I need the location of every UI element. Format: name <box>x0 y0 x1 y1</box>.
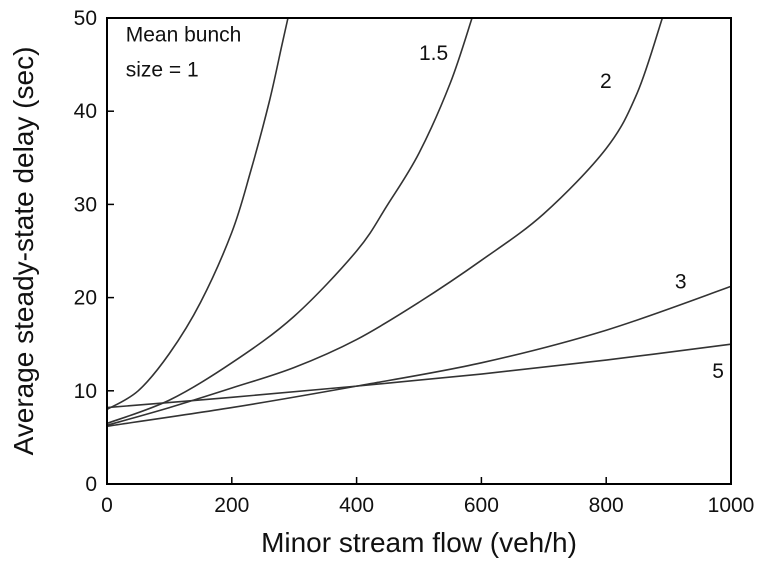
series-layer <box>106 17 732 428</box>
curve-label: 1.5 <box>419 42 448 65</box>
x-tick-label: 1000 <box>708 494 755 517</box>
y-axis-title: Average steady-state delay (sec) <box>8 47 39 456</box>
curve-label: Mean bunch <box>126 23 242 46</box>
x-tick-label: 0 <box>101 494 113 517</box>
series-line-bunch-1 <box>106 17 289 411</box>
curve-label: 3 <box>675 270 687 293</box>
x-tick-label: 400 <box>339 494 374 517</box>
x-tick-label: 600 <box>464 494 499 517</box>
y-tick-label: 0 <box>85 473 97 496</box>
curve-label: 2 <box>600 70 612 93</box>
y-tick-label: 20 <box>74 287 97 310</box>
series-line-bunch-2 <box>106 17 664 427</box>
y-tick-label: 50 <box>74 7 97 30</box>
x-tick-label: 800 <box>589 494 624 517</box>
x-tick-label: 200 <box>214 494 249 517</box>
y-tick-label: 30 <box>74 193 97 216</box>
curve-label: 5 <box>712 360 724 383</box>
x-axis-title: Minor stream flow (veh/h) <box>261 527 577 558</box>
y-tick-label: 10 <box>74 380 97 403</box>
series-line-bunch-1-5 <box>106 17 473 425</box>
y-axis-ticks: 0 10 20 30 40 50 <box>74 7 114 496</box>
y-tick-label: 40 <box>74 100 97 123</box>
curve-labels: Mean bunch size = 1 1.5 2 3 5 <box>126 23 724 382</box>
plot-frame <box>106 17 732 485</box>
series-line-bunch-3 <box>106 285 732 428</box>
series-line-bunch-5 <box>106 343 732 409</box>
curve-label: size = 1 <box>126 59 199 82</box>
